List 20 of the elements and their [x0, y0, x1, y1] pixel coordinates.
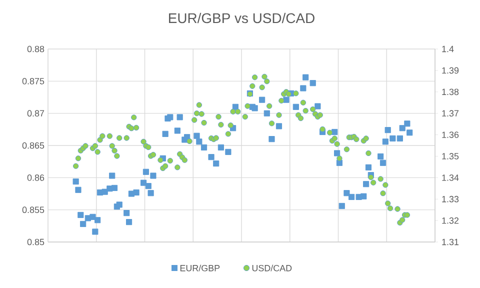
y2-tick-label: 1.4 [442, 46, 454, 52]
y-tick-label: 0.86 [27, 174, 44, 181]
y-tick-label: 0.855 [22, 206, 44, 214]
chart-title: EUR/GBP vs USD/CAD [169, 12, 314, 24]
y2-tick-label: 1.33 [442, 196, 459, 202]
y2-tick-label: 1.35 [442, 153, 459, 160]
y-tick-label: 0.865 [22, 142, 44, 149]
y2-tick-label: 1.39 [442, 67, 459, 74]
y-tick-label: 0.85 [27, 238, 44, 246]
y2-tick-label: 1.34 [442, 174, 459, 181]
legend-label: USD/CAD [252, 264, 292, 272]
y-tick-label: 0.88 [27, 46, 44, 52]
y-tick-label: 0.875 [22, 78, 44, 84]
y-tick-label: 0.87 [27, 110, 44, 117]
y2-tick-label: 1.38 [442, 88, 459, 96]
y2-tick-label: 1.32 [442, 217, 459, 224]
y2-tick-label: 1.37 [442, 110, 459, 117]
y2-tick-label: 1.31 [442, 238, 459, 246]
legend-label: EUR/GBP [180, 264, 220, 272]
y2-tick-label: 1.36 [442, 132, 459, 138]
